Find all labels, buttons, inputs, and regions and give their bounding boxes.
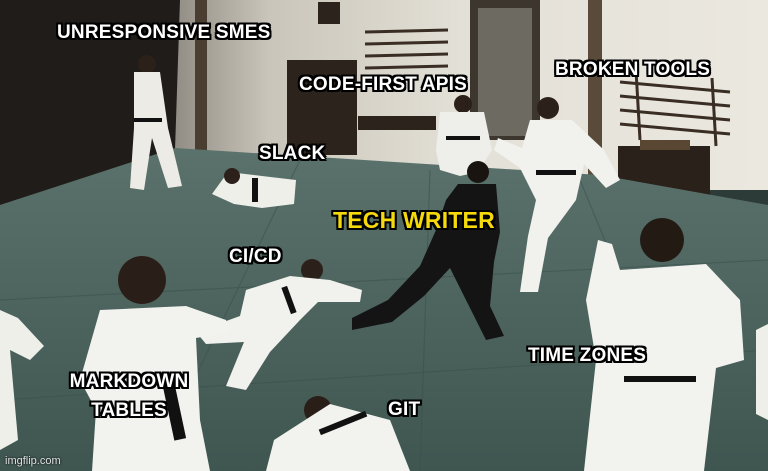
karateka-back-left — [130, 55, 182, 190]
caption-tech-writer: TECH WRITER — [333, 207, 495, 233]
weapon-rack-right — [619, 69, 731, 147]
caption-broken-tools: BROKEN TOOLS — [555, 59, 711, 80]
caption-slack: SLACK — [259, 143, 326, 164]
cabinet-left — [287, 60, 357, 155]
fighter-tech-writer — [352, 161, 504, 340]
caption-markdown-line-2: TABLES — [91, 400, 167, 421]
karateka-broken-tools — [494, 97, 620, 292]
karateka-edge-left — [0, 310, 44, 450]
imgflip-watermark: imgflip.com — [5, 455, 61, 467]
karateka-time-zones — [584, 218, 744, 471]
caption-time-zones: TIME ZONES — [528, 345, 647, 366]
caption-unresponsive-smes: UNRESPONSIVE SMES — [57, 22, 271, 43]
caption-markdown-line-1: MARKDOWN — [69, 371, 189, 392]
fallen-karateka-ci-cd — [196, 259, 362, 390]
karateka-git — [266, 396, 410, 471]
caption-git: GIT — [388, 399, 421, 420]
caption-ci-cd: CI/CD — [229, 246, 282, 267]
caption-markdown-tables: MARKDOWN TABLES — [60, 371, 198, 422]
karateka-edge-right — [756, 324, 768, 420]
bench — [358, 116, 436, 130]
caption-code-first-apis: CODE-FIRST APIS — [299, 74, 468, 95]
wall-frame — [318, 2, 340, 24]
karateka-markdown-tables — [80, 256, 230, 471]
karateka-code-first-apis — [436, 95, 492, 176]
weapon-rack-center — [364, 28, 449, 70]
fallen-karateka-slack — [212, 168, 296, 208]
